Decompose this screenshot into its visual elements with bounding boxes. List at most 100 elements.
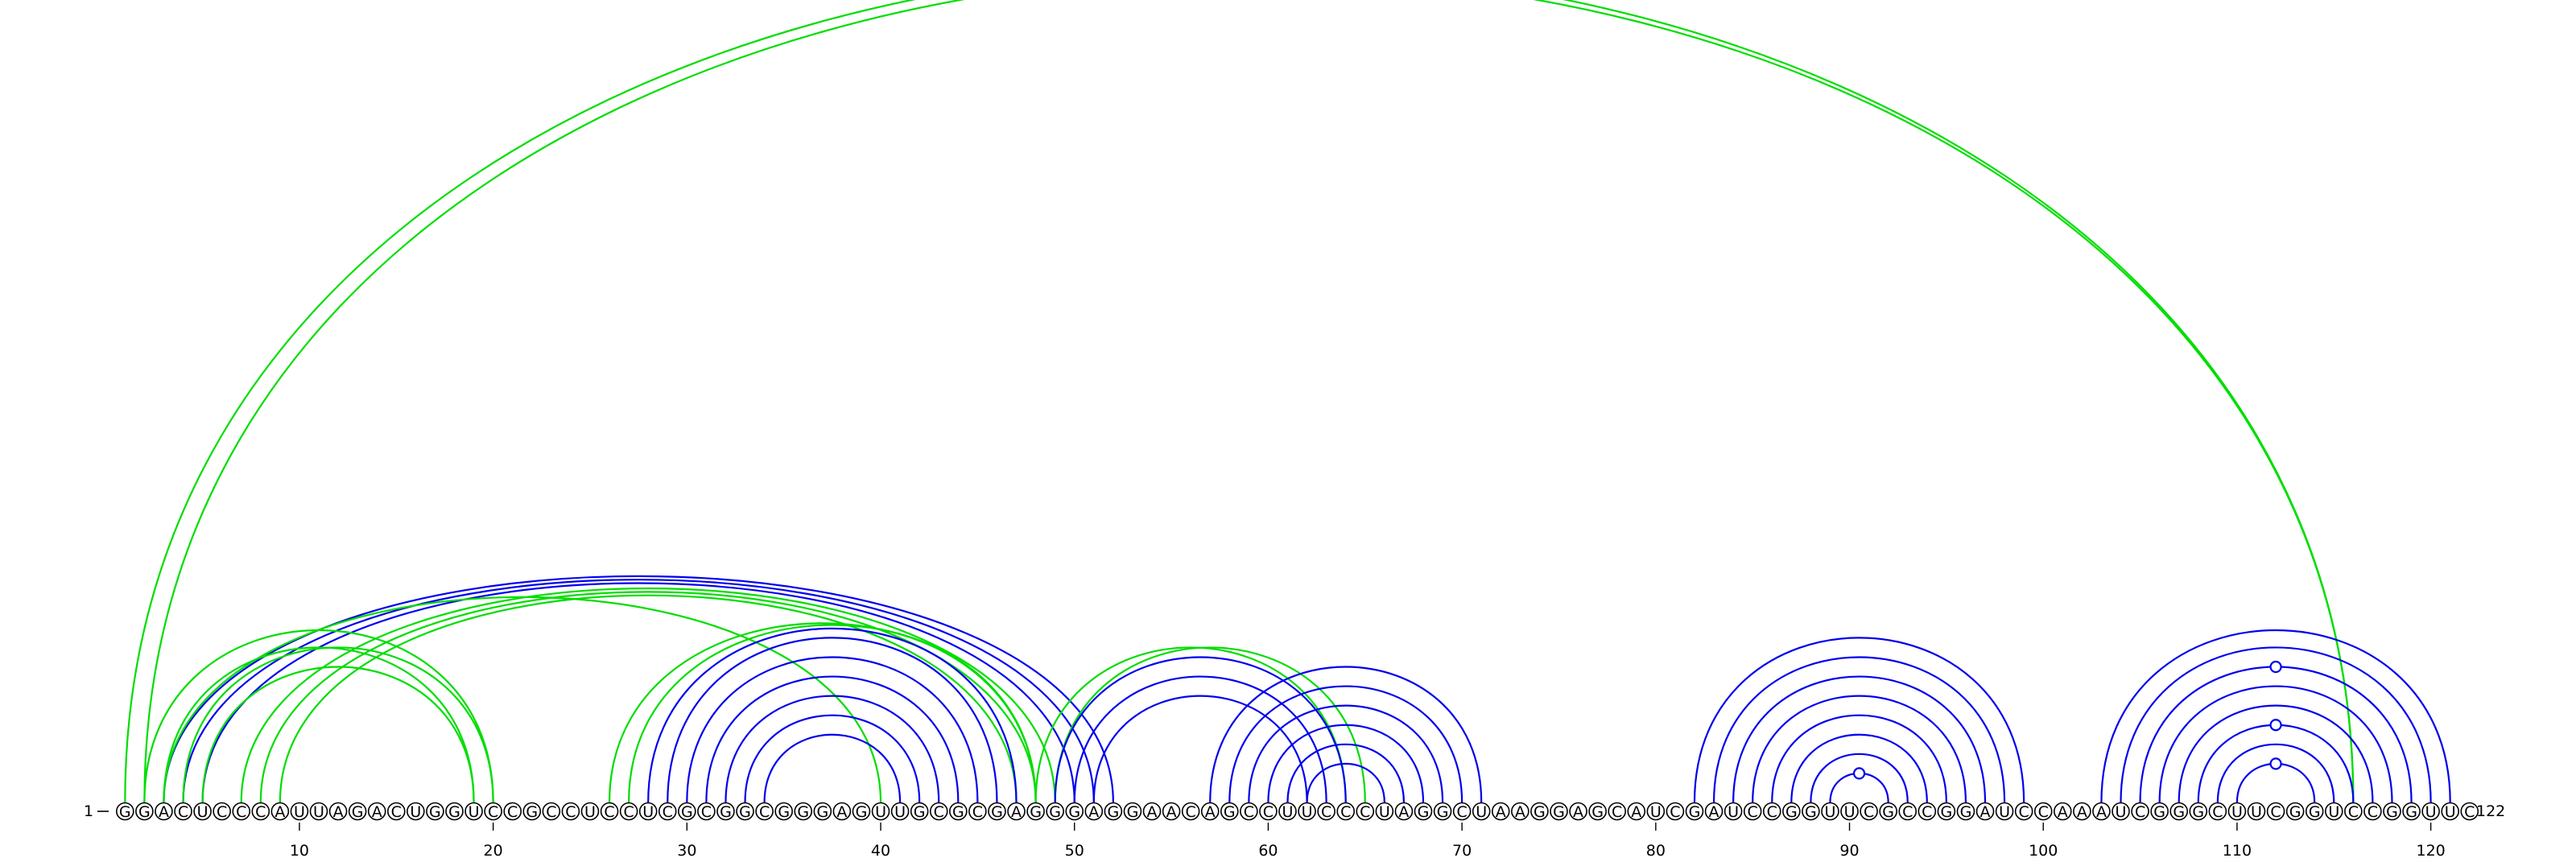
nucleotide-21: C	[503, 802, 522, 821]
nucleotide-45: C	[968, 802, 987, 821]
nucleotide-47: A	[1007, 802, 1026, 821]
svg-text:C: C	[1340, 803, 1351, 821]
svg-text:C: C	[1186, 803, 1196, 821]
nucleotide-108: G	[2189, 802, 2208, 821]
nucleotide-38: A	[832, 802, 852, 821]
nucleotide-71: U	[1472, 802, 1491, 821]
nucleotide-92: G	[1879, 802, 1897, 821]
svg-text:G: G	[2289, 803, 2301, 821]
nucleotide-118: G	[2383, 802, 2401, 821]
base-pair-arcs	[124, 0, 2451, 803]
nucleotide-6: C	[213, 802, 231, 821]
svg-text:C: C	[663, 803, 673, 821]
nucleotide-61: U	[1278, 802, 1297, 821]
svg-text:U: U	[1728, 803, 1739, 821]
nucleotide-46: G	[988, 802, 1006, 821]
nucleotide-5: U	[193, 802, 212, 821]
nucleotide-105: C	[2131, 802, 2149, 821]
svg-text:U: U	[2328, 803, 2339, 821]
nucleotide-23: C	[542, 802, 561, 821]
pair-arc-31-44	[705, 675, 960, 803]
nucleotide-51: A	[1084, 802, 1104, 821]
nucleotide-49: G	[1046, 802, 1064, 821]
svg-text:C: C	[1456, 803, 1467, 821]
svg-text:G: G	[2405, 803, 2417, 821]
nucleotide-74: G	[1530, 802, 1549, 821]
svg-text:G: G	[1108, 803, 1120, 821]
svg-text:C: C	[546, 803, 556, 821]
tick-label-80: 80	[1646, 842, 1666, 858]
pair-arc-103-121	[2100, 629, 2451, 803]
svg-text:U: U	[1282, 803, 1294, 821]
nucleotide-2: G	[135, 802, 154, 821]
nucleotide-54: A	[1142, 802, 1162, 821]
loop-marker-112-1	[2269, 719, 2282, 732]
svg-text:G: G	[526, 803, 538, 821]
svg-text:G: G	[914, 803, 926, 821]
svg-text:G: G	[352, 803, 364, 821]
svg-text:U: U	[2116, 803, 2127, 821]
nucleotide-59: C	[1240, 802, 1258, 821]
svg-text:C: C	[2368, 803, 2378, 821]
svg-text:C: C	[1902, 803, 1913, 821]
svg-text:G: G	[2386, 803, 2398, 821]
nucleotide-114: G	[2305, 802, 2324, 821]
position-ticks: 10 20 30 40 50 60 70 80 90 100 110 120	[290, 823, 2446, 858]
svg-text:A: A	[1398, 803, 1409, 821]
pair-arc-4-51	[182, 579, 1095, 803]
pair-arc-32-43	[724, 695, 940, 803]
svg-text:C: C	[1263, 803, 1274, 821]
svg-text:A: A	[836, 803, 847, 821]
nucleotide-104: U	[2112, 802, 2130, 821]
svg-text:A: A	[372, 803, 382, 821]
nucleotide-42: G	[910, 802, 929, 821]
nucleotide-26: C	[600, 802, 619, 821]
nucleotide-90: U	[1840, 802, 1859, 821]
nucleotide-62: U	[1298, 802, 1316, 821]
nucleotide-60: C	[1259, 802, 1278, 821]
nucleotide-70: C	[1452, 802, 1472, 821]
pair-arc-86-95	[1771, 714, 1947, 803]
nucleotide-77: G	[1588, 802, 1607, 821]
nucleotide-48: G	[1026, 802, 1045, 821]
nucleotide-53: G	[1123, 802, 1142, 821]
nucleotide-35: G	[774, 802, 793, 821]
nucleotide-41: U	[890, 802, 910, 821]
nucleotide-24: C	[561, 802, 580, 821]
svg-text:G: G	[2192, 803, 2204, 821]
svg-text:C: C	[2135, 803, 2145, 821]
svg-text:G: G	[1805, 803, 1817, 821]
svg-text:C: C	[1864, 803, 1874, 821]
tick-label-10: 10	[290, 842, 309, 858]
nucleotide-112: C	[2266, 802, 2285, 821]
pair-arc-9-47	[279, 594, 1018, 803]
nucleotide-122: C	[2460, 802, 2479, 821]
svg-text:C: C	[701, 803, 712, 821]
svg-text:U: U	[294, 803, 305, 821]
svg-text:C: C	[1244, 803, 1254, 821]
pair-arc-29-46	[667, 637, 998, 803]
nucleotide-99: C	[2014, 802, 2033, 821]
nucleotide-83: A	[1704, 802, 1724, 821]
svg-text:G: G	[991, 803, 1003, 821]
nucleotide-65: C	[1356, 802, 1375, 821]
pair-arc-5-19	[201, 666, 475, 803]
svg-text:U: U	[2231, 803, 2243, 821]
nucleotide-8: C	[251, 802, 270, 821]
svg-text:A: A	[2077, 803, 2087, 821]
nucleotide-58: G	[1220, 802, 1239, 821]
nucleotide-63: C	[1317, 802, 1335, 821]
nucleotide-9: A	[270, 802, 290, 821]
nucleotide-80: U	[1646, 802, 1666, 821]
nucleotide-115: U	[2324, 802, 2343, 821]
svg-text:C: C	[2019, 803, 2029, 821]
nucleotide-72: A	[1491, 802, 1510, 821]
svg-text:C: C	[1360, 803, 1370, 821]
pair-arc-3-40	[163, 596, 882, 803]
nucleotide-28: U	[638, 802, 658, 821]
nucleotide-107: G	[2169, 802, 2189, 821]
nucleotide-34: C	[755, 802, 774, 821]
svg-text:C: C	[2270, 803, 2281, 821]
pair-arc-27-48	[628, 624, 1037, 803]
nucleotide-100: C	[2033, 802, 2053, 821]
